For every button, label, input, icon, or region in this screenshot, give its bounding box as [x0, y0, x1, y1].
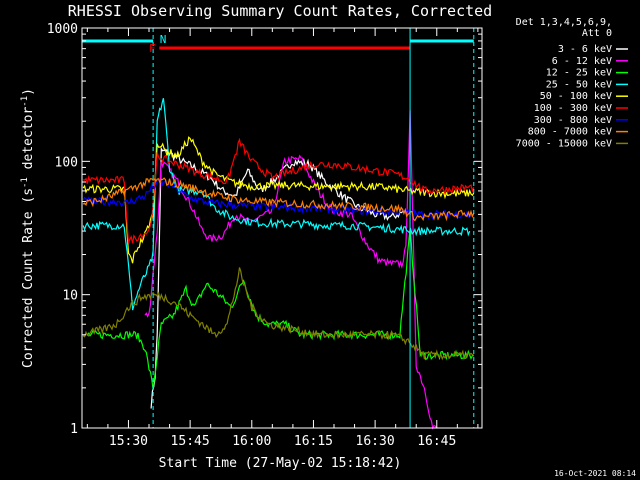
y-tick-label: 100 [55, 155, 78, 170]
legend-label-4: 50 - 100 keV [540, 91, 612, 102]
legend-header-line: Det 1,3,4,5,6,9, [516, 17, 612, 28]
series-line-7 [82, 177, 475, 222]
series-line-8 [82, 267, 475, 361]
x-axis: 15:30 15:45 16:00 16:15 16:30 16:45 [86, 28, 479, 449]
legend-label-6: 300 - 800 keV [534, 115, 612, 126]
y-axis-label-sup2: -1 [20, 96, 30, 107]
x-tick-label: 16:30 [356, 434, 395, 449]
plot-frame [81, 27, 483, 429]
series-line-6 [82, 177, 475, 221]
legend-label-7: 800 - 7000 keV [528, 127, 612, 138]
y-axis-label: Corrected Count Rate (s-1 detector-1) [20, 88, 36, 368]
legend-label-3: 25 - 50 keV [546, 79, 612, 90]
flare-flag-label: F [149, 42, 156, 55]
y-axis-label-main: Corrected Count Rate (s [21, 188, 36, 368]
x-tick-label: 16:00 [232, 434, 271, 449]
night-flag-label: N [160, 33, 167, 46]
x-axis-label: Start Time (27-May-02 15:18:42) [159, 456, 402, 471]
y-axis-label-sup1: -1 [20, 177, 30, 188]
plot-area: FN [82, 28, 475, 430]
legend-header-line: Att 0 [582, 28, 612, 39]
legend-label-5: 100 - 300 keV [534, 103, 612, 114]
x-tick-label: 16:15 [294, 434, 333, 449]
y-axis: 1 10 100 1000 [47, 22, 482, 437]
legend-label-0: 3 - 6 keV [558, 44, 612, 55]
y-axis-label-end: ) [21, 88, 36, 96]
footer-timestamp: 16-Oct-2021 08:14 [554, 469, 636, 478]
legend-label-1: 6 - 12 keV [552, 56, 612, 67]
chart-title: RHESSI Observing Summary Count Rates, Co… [68, 2, 492, 20]
y-tick-label: 1000 [47, 22, 78, 37]
x-tick-label: 16:45 [417, 434, 456, 449]
series-line-1 [144, 110, 438, 430]
series-line-3 [82, 98, 471, 311]
series-line-5 [83, 137, 475, 244]
y-tick-label: 10 [62, 289, 78, 304]
y-axis-label-mid: detector [21, 107, 36, 178]
series-line-0 [150, 146, 404, 409]
y-tick-label: 1 [70, 422, 78, 437]
x-tick-label: 15:45 [171, 434, 210, 449]
series-line-4 [82, 136, 475, 264]
legend-label-2: 12 - 25 keV [546, 68, 612, 79]
legend-label-8: 7000 - 15000 keV [516, 138, 612, 149]
x-tick-label: 15:30 [109, 434, 148, 449]
